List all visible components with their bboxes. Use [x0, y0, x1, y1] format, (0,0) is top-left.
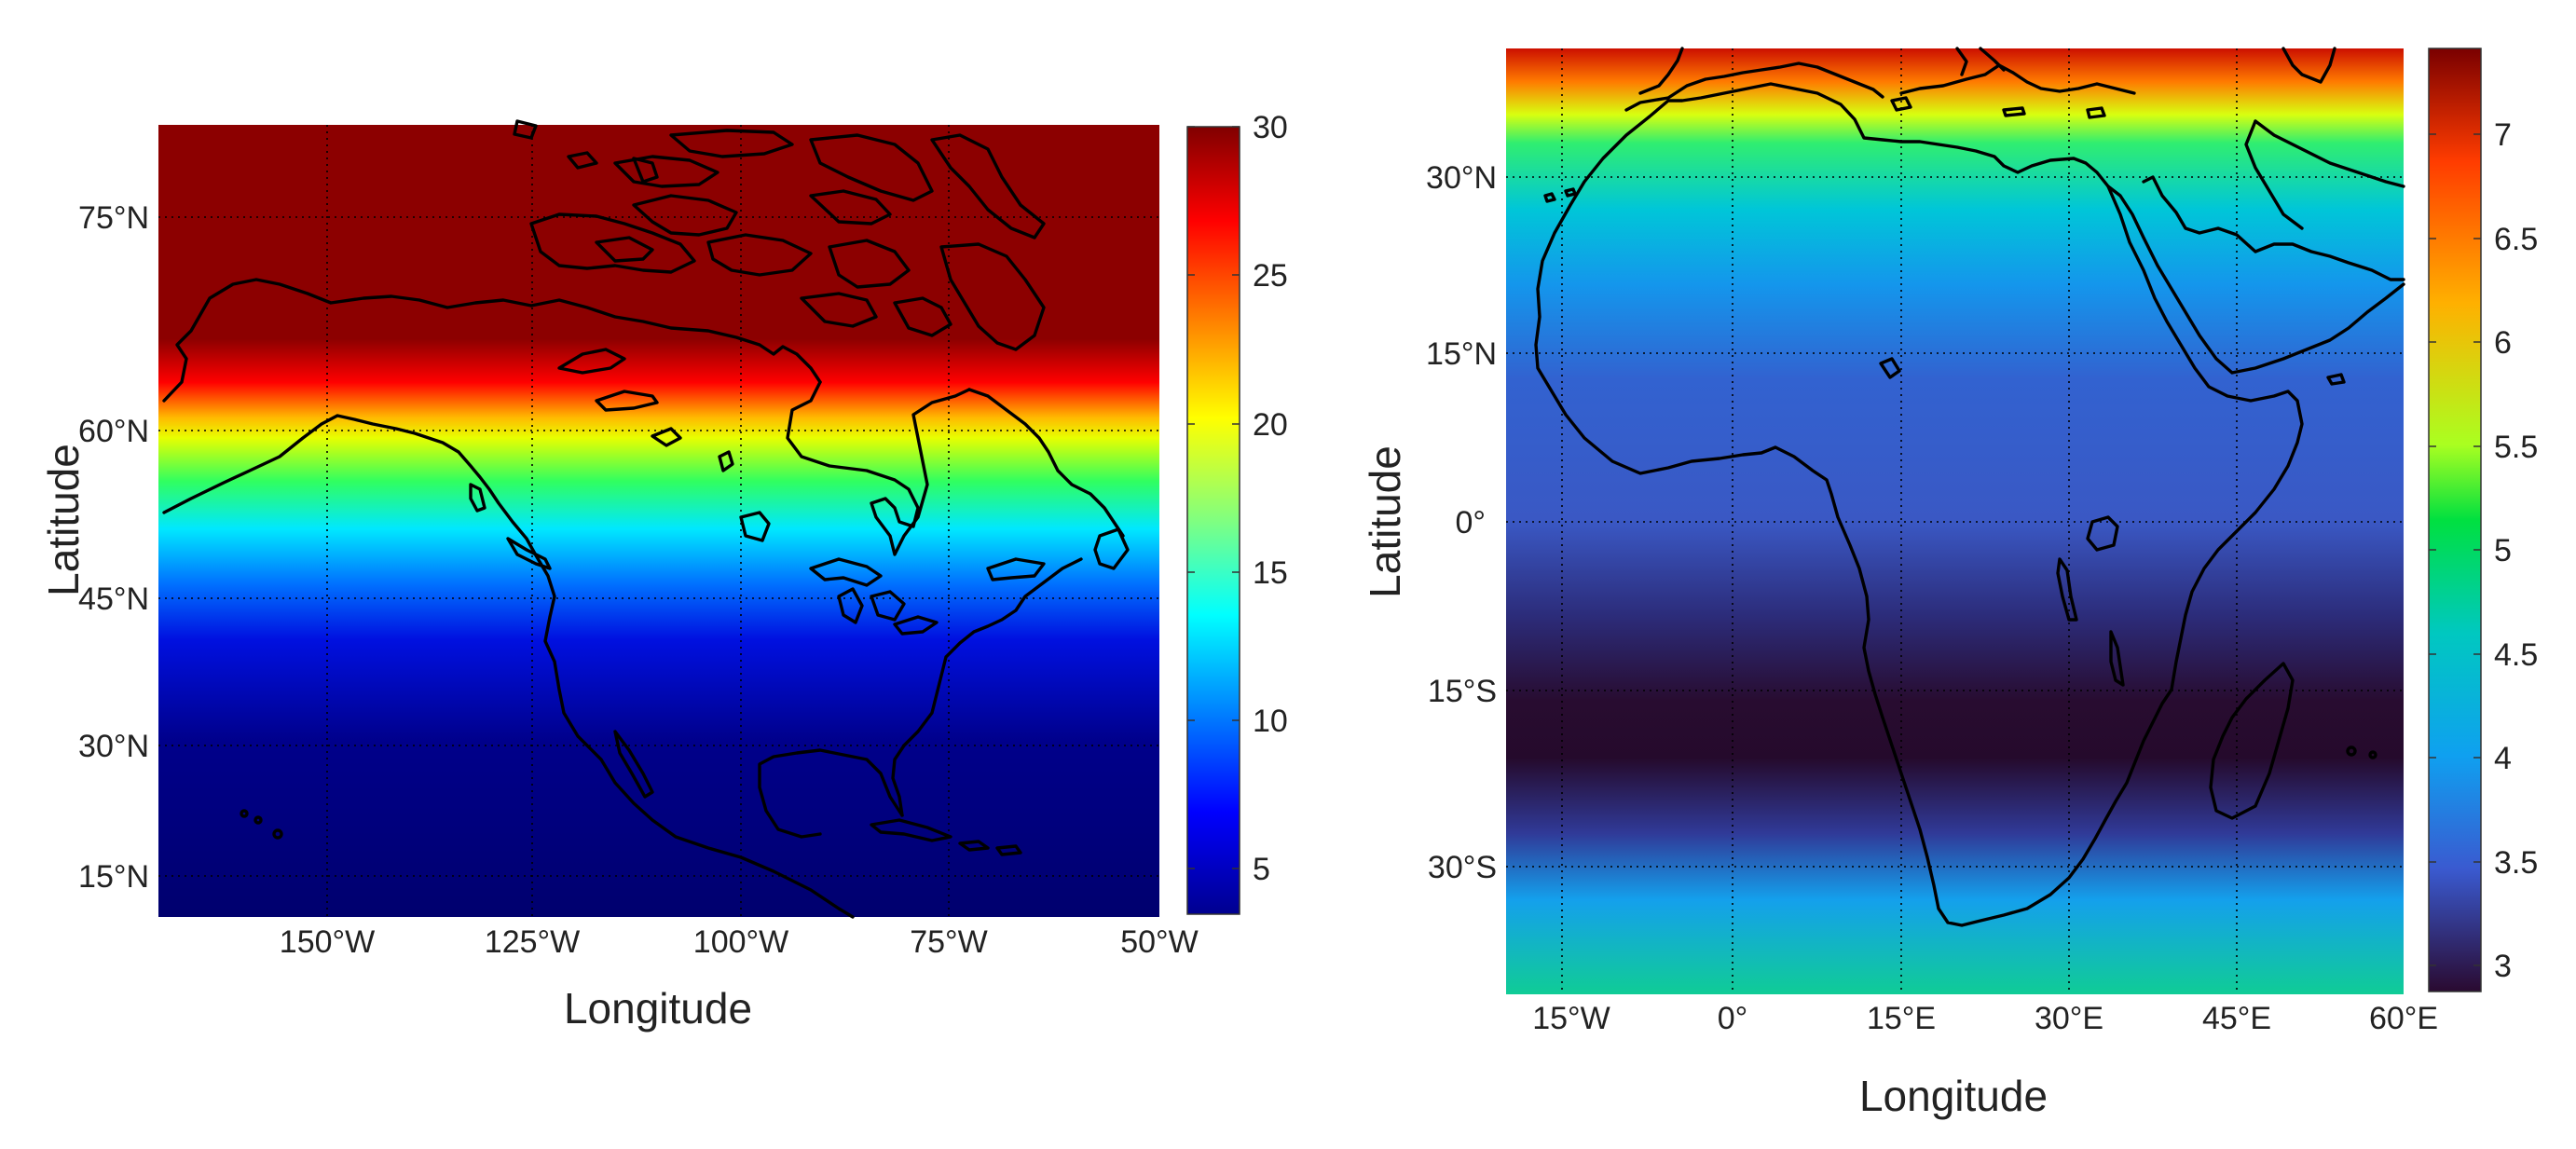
x-tick: 15°W [1532, 1001, 1610, 1036]
y-tick: 15°N [78, 859, 149, 895]
colorbar-tick: 4 [2494, 741, 2512, 776]
x-tick: 45°E [2202, 1001, 2271, 1036]
y-axis-label: Latitude [1361, 445, 1409, 598]
coastlines [162, 119, 1130, 919]
x-tick: 15°E [1867, 1001, 1936, 1036]
y-tick: 15°N [1426, 336, 1497, 372]
colorbar-tick: 6.5 [2494, 222, 2538, 257]
axis-ticks-africa: 15°W 0° 15°E 30°E 45°E 60°E 30°N 15°N 0°… [1361, 160, 2438, 1120]
y-tick: 30°S [1428, 850, 1497, 885]
colorbar-africa: 7 6.5 6 5.5 5 4.5 4 3.5 3 [2428, 48, 2538, 992]
y-tick: 75°N [78, 200, 149, 236]
x-tick: 150°W [280, 924, 375, 960]
colorbar-tick: 7 [2494, 117, 2512, 153]
axis-ticks-north-america: 150°W 125°W 100°W 75°W 50°W 75°N 60°N 45… [39, 200, 1199, 1033]
colorbar-tick: 5 [1253, 852, 1270, 887]
coastlines [1534, 47, 2405, 927]
x-axis-label: Longitude [1859, 1072, 2048, 1120]
colorbar-tick: 6 [2494, 325, 2512, 361]
colorbar-tick: 3.5 [2494, 845, 2538, 881]
colorbar-gradient [1186, 126, 1240, 915]
y-tick: 15°S [1428, 674, 1497, 709]
colorbar-tick: 20 [1253, 407, 1288, 443]
x-axis-label: Longitude [564, 984, 752, 1033]
y-tick: 30°N [78, 729, 149, 764]
colorbar-tick: 25 [1253, 258, 1288, 294]
x-tick: 75°W [910, 924, 988, 960]
heatmap-field [158, 125, 1159, 917]
x-tick: 100°W [693, 924, 788, 960]
y-tick: 60°N [78, 414, 149, 449]
x-tick: 125°W [485, 924, 580, 960]
colorbar-tick: 10 [1253, 704, 1288, 739]
panel-africa [1506, 47, 2405, 994]
panel-north-america [158, 119, 1159, 919]
x-tick: 60°E [2369, 1001, 2438, 1036]
colorbar-tick: 5.5 [2494, 430, 2538, 465]
grid-lines [158, 125, 1159, 917]
y-tick: 30°N [1426, 160, 1497, 196]
colorbar-tick: 15 [1253, 555, 1288, 591]
y-tick: 45°N [78, 581, 149, 617]
grid-lines [1506, 48, 2404, 994]
colorbar-gradient [2428, 48, 2482, 992]
x-tick: 30°E [2035, 1001, 2103, 1036]
colorbar-tick: 5 [2494, 533, 2512, 568]
x-tick: 50°W [1120, 924, 1199, 960]
colorbar-tick: 4.5 [2494, 637, 2538, 673]
heatmap-field [1506, 48, 2404, 994]
colorbar-tick: 30 [1253, 110, 1288, 145]
y-axis-label: Latitude [39, 444, 88, 596]
x-tick: 0° [1718, 1001, 1748, 1036]
y-tick: 0° [1455, 505, 1486, 540]
colorbar-tick: 3 [2494, 949, 2512, 984]
colorbar-north-america: 30 25 20 15 10 5 [1186, 110, 1288, 915]
